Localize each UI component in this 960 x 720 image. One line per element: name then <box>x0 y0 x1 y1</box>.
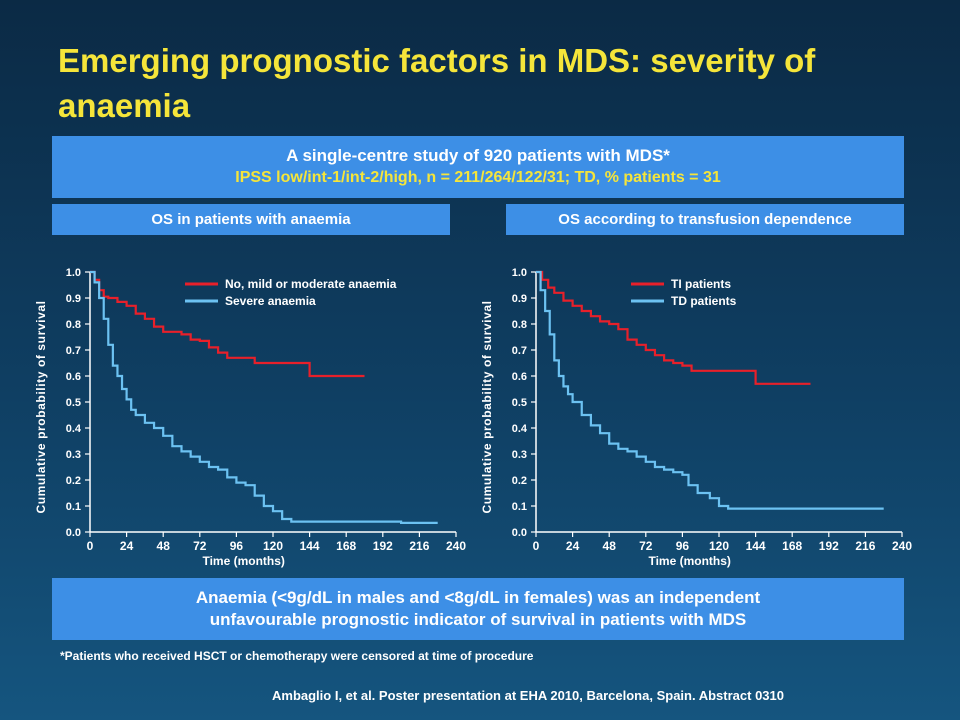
legend-label-0: TI patients <box>671 277 731 291</box>
x-tick-label: 120 <box>709 539 729 553</box>
series-line-1 <box>536 270 884 510</box>
y-tick-label: 0.8 <box>66 319 81 331</box>
y-tick-label: 0.3 <box>512 449 527 461</box>
y-tick-label: 0.1 <box>512 501 527 513</box>
x-tick-label: 48 <box>157 539 171 553</box>
y-tick-label: 0.1 <box>66 501 81 513</box>
x-tick-label: 96 <box>230 539 244 553</box>
x-tick-label: 168 <box>782 539 802 553</box>
y-tick-label: 0.3 <box>66 449 81 461</box>
slide-title: Emerging prognostic factors in MDS: seve… <box>58 42 816 124</box>
x-tick-label: 48 <box>603 539 617 553</box>
x-tick-label: 72 <box>193 539 207 553</box>
x-tick-label: 216 <box>855 539 875 553</box>
x-tick-label: 120 <box>263 539 283 553</box>
y-tick-label: 0.2 <box>66 475 81 487</box>
x-tick-label: 240 <box>446 539 466 553</box>
right-chart-header: OS according to transfusion dependence <box>506 204 904 235</box>
y-tick-label: 0.0 <box>66 527 81 539</box>
y-tick-label: 0.5 <box>66 397 81 409</box>
conclusion-line2: unfavourable prognostic indicator of sur… <box>209 610 747 629</box>
conclusion-line1: Anaemia (<9g/dL in males and <8g/dL in f… <box>195 588 761 607</box>
x-tick-label: 216 <box>409 539 429 553</box>
y-tick-label: 1.0 <box>512 267 527 279</box>
y-tick-label: 0.7 <box>66 345 81 357</box>
y-tick-label: 1.0 <box>66 267 81 279</box>
study-summary-line1: A single-centre study of 920 patients wi… <box>286 146 670 165</box>
study-summary-box: A single-centre study of 920 patients wi… <box>52 136 904 198</box>
y-tick-label: 0.6 <box>66 371 81 383</box>
footnote: *Patients who received HSCT or chemother… <box>60 649 534 663</box>
x-tick-label: 24 <box>120 539 134 553</box>
study-summary-line2: IPSS low/int-1/int-2/high, n = 211/264/1… <box>235 169 721 186</box>
x-tick-label: 72 <box>639 539 653 553</box>
x-tick-label: 144 <box>746 539 766 553</box>
y-tick-label: 0.4 <box>512 423 528 435</box>
legend-label-0: No, mild or moderate anaemia <box>225 277 397 291</box>
x-tick-label: 192 <box>373 539 393 553</box>
legend-label-1: TD patients <box>671 294 737 308</box>
x-tick-label: 168 <box>336 539 356 553</box>
series-line-1 <box>90 270 438 524</box>
reference: Ambaglio I, et al. Poster presentation a… <box>272 688 784 703</box>
x-tick-label: 0 <box>533 539 540 553</box>
transfusion-survival-chart: 0.0 0.1 0.2 0.3 0.4 0.5 0.6 0.7 0.8 0.9 1.0 0 24 48 72… <box>480 267 912 568</box>
y-tick-label: 0.8 <box>512 319 527 331</box>
y-tick-label: 0.2 <box>512 475 527 487</box>
x-axis-label: Time (months) <box>202 554 284 568</box>
y-tick-label: 0.4 <box>66 423 82 435</box>
x-tick-label: 24 <box>566 539 580 553</box>
x-tick-label: 0 <box>87 539 94 553</box>
y-tick-label: 0.0 <box>512 527 527 539</box>
x-axis-label: Time (months) <box>648 554 730 568</box>
series-line-0 <box>536 270 811 385</box>
y-tick-label: 0.9 <box>512 293 527 305</box>
y-axis-label: Cumulative probability of survival <box>480 300 494 513</box>
x-tick-label: 192 <box>819 539 839 553</box>
conclusion-box: Anaemia (<9g/dL in males and <8g/dL in f… <box>52 578 904 640</box>
y-tick-label: 0.6 <box>512 371 527 383</box>
anaemia-survival-chart: 0.0 0.1 0.2 0.3 0.4 0.5 0.6 0.7 0.8 0.9 1.0 0 24 48 72… <box>34 267 466 568</box>
y-tick-label: 0.9 <box>66 293 81 305</box>
left-chart-header: OS in patients with anaemia <box>52 204 450 235</box>
x-tick-label: 96 <box>676 539 690 553</box>
y-tick-label: 0.5 <box>512 397 527 409</box>
x-tick-label: 240 <box>892 539 912 553</box>
series-line-0 <box>90 270 365 378</box>
x-tick-label: 144 <box>300 539 320 553</box>
y-tick-label: 0.7 <box>512 345 527 357</box>
y-axis-label: Cumulative probability of survival <box>34 300 48 513</box>
legend-label-1: Severe anaemia <box>225 294 316 308</box>
